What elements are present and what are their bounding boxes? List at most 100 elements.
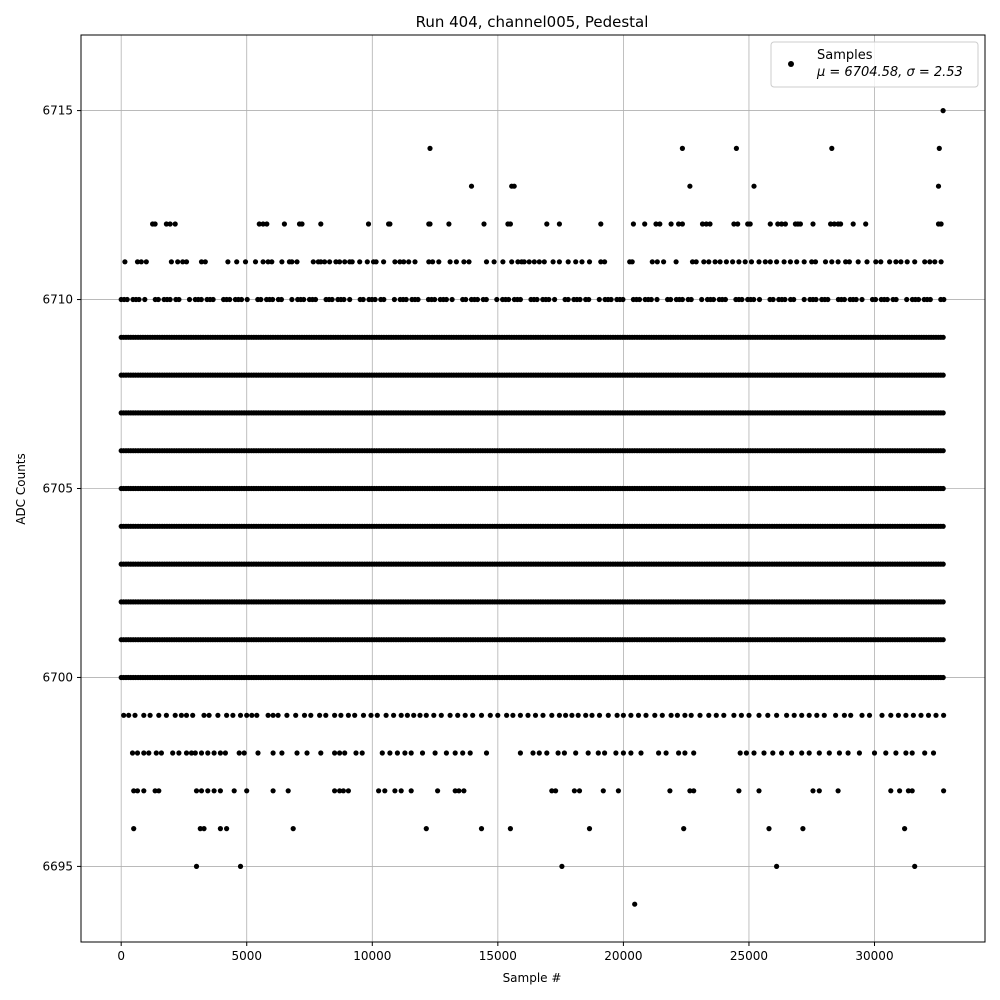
data-point bbox=[176, 296, 182, 303]
data-point bbox=[525, 712, 531, 718]
data-point bbox=[774, 863, 780, 870]
data-point bbox=[552, 296, 558, 303]
data-point bbox=[904, 296, 910, 303]
data-point bbox=[648, 296, 654, 303]
data-point bbox=[180, 259, 186, 265]
data-point bbox=[938, 221, 944, 227]
data-point bbox=[774, 712, 780, 718]
y-tick-label: 6710 bbox=[42, 293, 73, 307]
data-point bbox=[349, 259, 355, 265]
data-point-level-6701 bbox=[118, 637, 946, 643]
data-point bbox=[227, 296, 233, 303]
data-point bbox=[812, 259, 819, 265]
data-point bbox=[368, 712, 374, 718]
data-point bbox=[826, 750, 832, 756]
data-point bbox=[532, 712, 539, 718]
data-point bbox=[304, 750, 310, 756]
data-point bbox=[904, 259, 910, 265]
data-point bbox=[833, 712, 839, 718]
data-point bbox=[256, 221, 262, 227]
data-point bbox=[829, 145, 835, 151]
data-point bbox=[252, 259, 259, 265]
data-point bbox=[183, 259, 190, 265]
data-point bbox=[620, 712, 627, 718]
data-point bbox=[794, 259, 800, 265]
data-point bbox=[586, 259, 593, 265]
data-point bbox=[466, 259, 472, 265]
data-point bbox=[782, 221, 789, 227]
data-point bbox=[895, 712, 902, 718]
data-point bbox=[635, 712, 642, 718]
data-point bbox=[787, 259, 794, 265]
data-point bbox=[546, 296, 552, 303]
data-point bbox=[481, 221, 487, 227]
data-point bbox=[447, 259, 453, 265]
data-point bbox=[374, 712, 380, 718]
x-axis-label: Sample # bbox=[503, 971, 562, 985]
data-point bbox=[774, 259, 780, 265]
data-point bbox=[940, 674, 946, 681]
data-point bbox=[859, 296, 865, 303]
data-point bbox=[163, 221, 169, 227]
data-point-level-6714 bbox=[427, 145, 942, 151]
data-point bbox=[237, 863, 244, 870]
data-point bbox=[806, 712, 812, 718]
data-point bbox=[136, 296, 142, 303]
data-point bbox=[737, 750, 743, 756]
data-point bbox=[731, 221, 737, 227]
legend-series-name: Samples bbox=[817, 48, 873, 63]
data-point bbox=[682, 750, 688, 756]
data-point bbox=[909, 788, 915, 794]
x-tick-label: 25000 bbox=[730, 949, 768, 963]
data-point bbox=[922, 750, 928, 756]
data-point bbox=[317, 712, 323, 718]
data-point bbox=[723, 259, 730, 265]
data-point bbox=[427, 221, 433, 227]
data-point bbox=[381, 296, 387, 303]
data-point bbox=[183, 712, 190, 718]
data-point bbox=[940, 523, 946, 529]
data-point bbox=[553, 788, 559, 794]
data-point bbox=[932, 259, 938, 265]
data-point bbox=[813, 296, 819, 303]
data-point bbox=[630, 221, 637, 227]
data-point bbox=[225, 259, 231, 265]
data-point bbox=[642, 221, 648, 227]
data-point bbox=[941, 712, 947, 718]
data-point bbox=[941, 788, 947, 794]
data-point bbox=[141, 712, 147, 718]
data-point bbox=[544, 750, 550, 756]
data-point bbox=[258, 296, 264, 303]
data-point bbox=[289, 259, 295, 265]
data-point bbox=[667, 788, 673, 794]
data-point bbox=[134, 259, 141, 265]
data-point bbox=[801, 296, 807, 303]
data-point bbox=[829, 259, 835, 265]
data-point-level-6703 bbox=[118, 561, 946, 567]
data-point bbox=[318, 221, 324, 227]
data-point bbox=[188, 750, 195, 756]
data-point bbox=[756, 296, 763, 303]
data-point bbox=[841, 296, 848, 303]
data-point bbox=[402, 750, 408, 756]
data-point bbox=[799, 712, 805, 718]
legend-box bbox=[770, 41, 979, 88]
data-point bbox=[436, 259, 442, 265]
data-point bbox=[761, 750, 767, 756]
data-point bbox=[483, 259, 490, 265]
data-point bbox=[821, 712, 827, 718]
data-point bbox=[337, 259, 343, 265]
data-point bbox=[706, 712, 712, 718]
y-axis-label: ADC Counts bbox=[14, 453, 28, 525]
data-point bbox=[657, 221, 663, 227]
data-point-level-6709 bbox=[118, 334, 946, 340]
data-point bbox=[201, 826, 207, 832]
data-point bbox=[449, 296, 455, 303]
data-point bbox=[583, 712, 589, 718]
data-point bbox=[170, 750, 176, 756]
y-tick-label: 6695 bbox=[42, 859, 73, 873]
data-point bbox=[398, 788, 404, 794]
data-point bbox=[577, 296, 583, 303]
data-point-level-6702 bbox=[118, 599, 946, 605]
data-point bbox=[178, 712, 184, 718]
